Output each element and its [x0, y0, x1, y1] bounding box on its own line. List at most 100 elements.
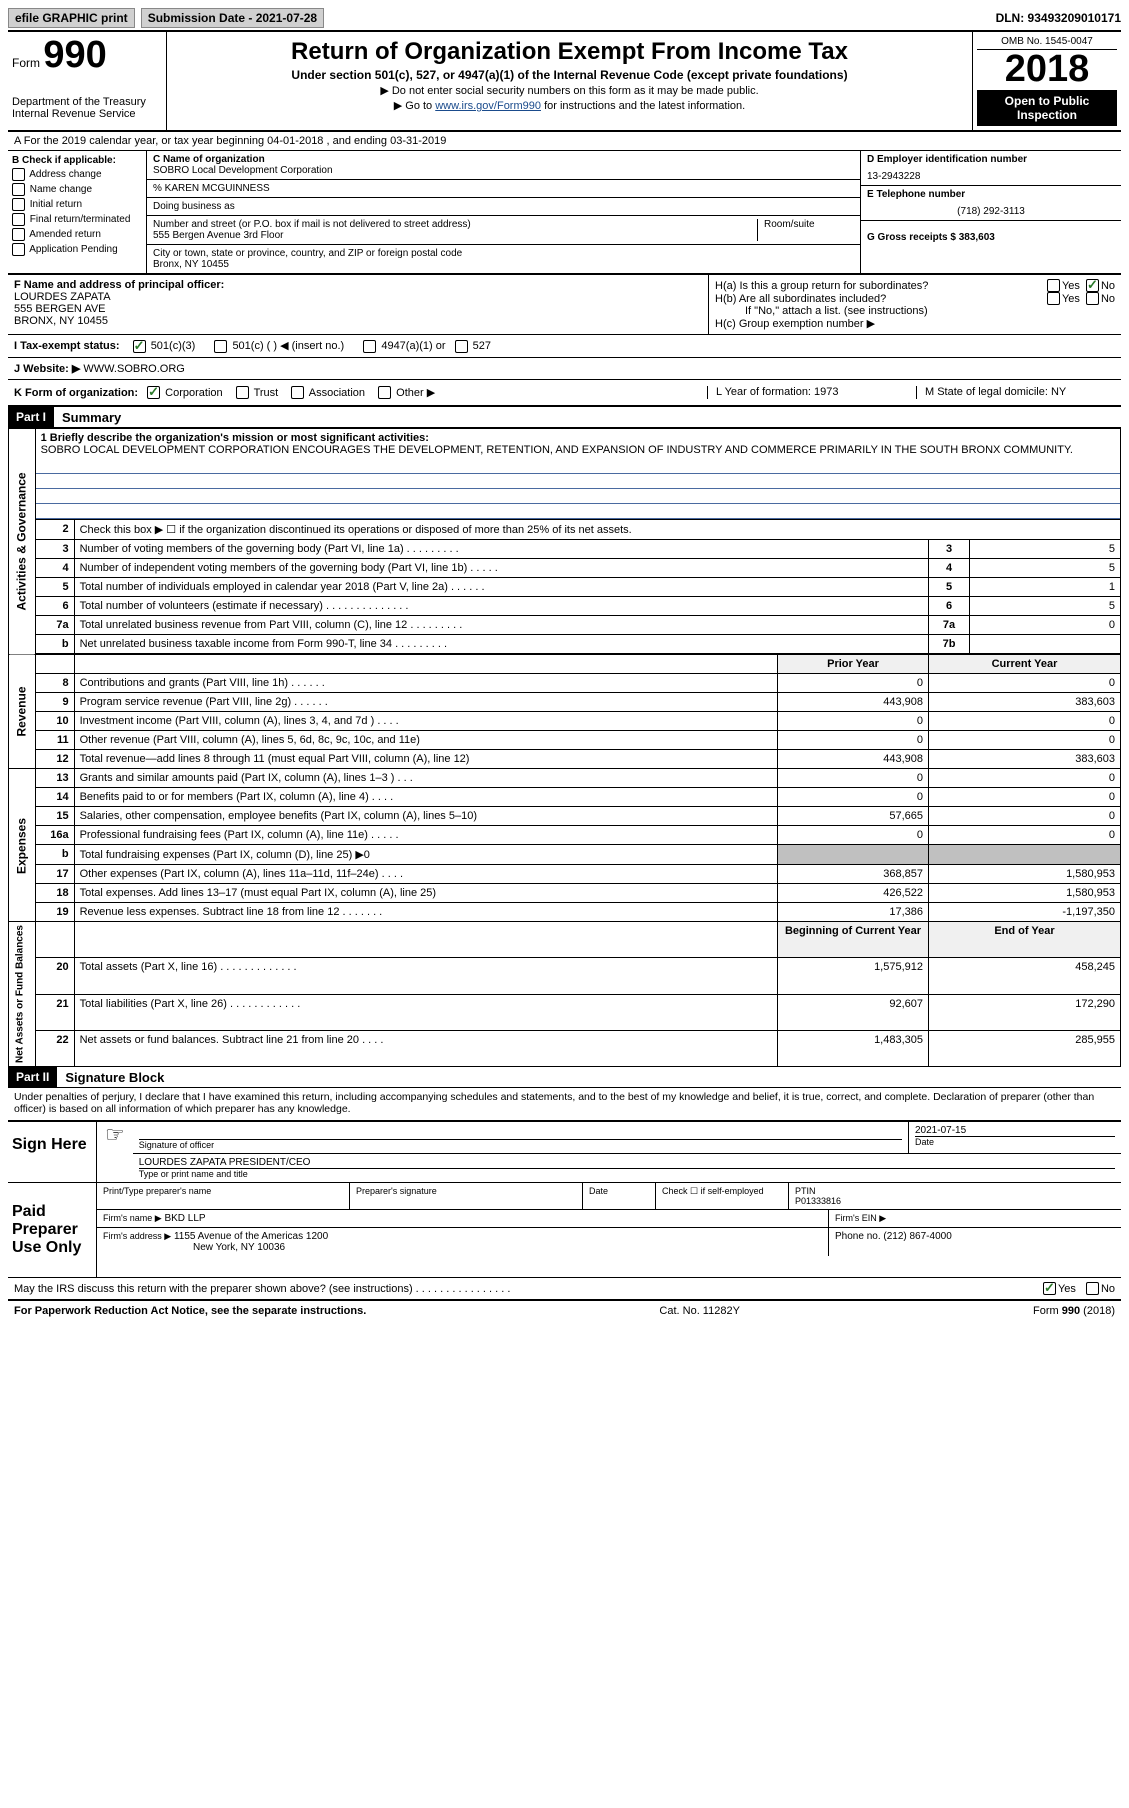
rev-12-curr: 383,603 — [929, 750, 1121, 769]
form-990-page: efile GRAPHIC print Submission Date - 20… — [0, 0, 1129, 1329]
cat-no: Cat. No. 11282Y — [659, 1305, 740, 1317]
check-4947[interactable] — [363, 340, 376, 353]
exp-14-desc: Benefits paid to or for members (Part IX… — [74, 788, 777, 807]
exp-15-curr: 0 — [929, 807, 1121, 826]
gov-3-val: 5 — [970, 540, 1121, 559]
net-20-boy: 1,575,912 — [778, 958, 929, 994]
inspection-label: Open to Public Inspection — [977, 90, 1117, 126]
opt-address-change: Address change — [29, 169, 101, 180]
exp-13-curr: 0 — [929, 769, 1121, 788]
gov-row-5: 5Total number of individuals employed in… — [9, 578, 1121, 597]
gov-7b-val — [970, 635, 1121, 655]
header-left: Form 990 Department of the Treasury Inte… — [8, 32, 167, 130]
check-app-pending[interactable] — [12, 243, 25, 256]
check-self-employed: Check ☐ if self-employed — [656, 1183, 789, 1209]
gov-7b-desc: Net unrelated business taxable income fr… — [74, 635, 928, 655]
exp-15-num: 15 — [35, 807, 74, 826]
check-corporation[interactable] — [147, 386, 160, 399]
firm-addr2: New York, NY 10036 — [193, 1242, 285, 1253]
ha-no-check[interactable] — [1086, 279, 1099, 292]
col-prior-year: Prior Year — [778, 654, 929, 674]
ha-yes-check[interactable] — [1047, 279, 1060, 292]
city-state-zip: Bronx, NY 10455 — [153, 259, 854, 270]
website-value: WWW.SOBRO.ORG — [83, 363, 184, 375]
section-h: H(a) Is this a group return for subordin… — [709, 275, 1121, 334]
hb-no-check[interactable] — [1086, 292, 1099, 305]
discuss-yes-check[interactable] — [1043, 1282, 1056, 1295]
rev-row-12: 12Total revenue—add lines 8 through 11 (… — [9, 750, 1121, 769]
exp-row-18: 18Total expenses. Add lines 13–17 (must … — [9, 884, 1121, 903]
header-center: Return of Organization Exempt From Incom… — [167, 32, 973, 130]
rev-10-num: 10 — [35, 712, 74, 731]
check-501c3[interactable] — [133, 340, 146, 353]
street-address: 555 Bergen Avenue 3rd Floor — [153, 230, 757, 241]
note2-pre: ▶ Go to — [394, 100, 435, 112]
dln-label: DLN: 93493209010171 — [996, 11, 1121, 25]
opt-501c: 501(c) ( ) ◀ (insert no.) — [232, 340, 344, 352]
opt-app-pending: Application Pending — [29, 244, 117, 255]
rev-12-desc: Total revenue—add lines 8 through 11 (mu… — [74, 750, 777, 769]
rev-12-num: 12 — [35, 750, 74, 769]
check-527[interactable] — [455, 340, 468, 353]
mission-line-1 — [36, 459, 1120, 474]
check-trust[interactable] — [236, 386, 249, 399]
exp-13-num: 13 — [35, 769, 74, 788]
exp-16b-desc: Total fundraising expenses (Part IX, col… — [74, 845, 777, 865]
pointer-icon: ☞ — [97, 1122, 133, 1182]
k-label: K Form of organization: — [14, 387, 138, 399]
vlabel-net-assets: Net Assets or Fund Balances — [9, 922, 36, 1067]
footer: For Paperwork Reduction Act Notice, see … — [8, 1300, 1121, 1321]
top-bar: efile GRAPHIC print Submission Date - 20… — [8, 8, 1121, 32]
check-address-change[interactable] — [12, 168, 25, 181]
officer-name: LOURDES ZAPATA — [14, 291, 702, 303]
dept-label: Department of the Treasury — [12, 96, 162, 108]
rev-11-prior: 0 — [778, 731, 929, 750]
exp-18-desc: Total expenses. Add lines 13–17 (must eq… — [74, 884, 777, 903]
section-k: K Form of organization: Corporation Trus… — [8, 380, 1121, 408]
sig-date-value: 2021-07-15 — [915, 1125, 1115, 1136]
check-initial-return[interactable] — [12, 198, 25, 211]
section-i: I Tax-exempt status: 501(c)(3) 501(c) ( … — [8, 335, 1121, 358]
net-22-boy: 1,483,305 — [778, 1030, 929, 1066]
discuss-no-check[interactable] — [1086, 1282, 1099, 1295]
c-name-label: C Name of organization — [153, 154, 854, 165]
gov-7a-val: 0 — [970, 616, 1121, 635]
ha-yes: Yes — [1062, 280, 1080, 292]
check-amended-return[interactable] — [12, 228, 25, 241]
exp-row-17: 17Other expenses (Part IX, column (A), l… — [9, 865, 1121, 884]
hb-yes-check[interactable] — [1047, 292, 1060, 305]
section-f-h: F Name and address of principal officer:… — [8, 275, 1121, 335]
check-501c[interactable] — [214, 340, 227, 353]
efile-button[interactable]: efile GRAPHIC print — [8, 8, 135, 28]
gov-4-desc: Number of independent voting members of … — [74, 559, 928, 578]
rev-10-curr: 0 — [929, 712, 1121, 731]
paperwork-notice: For Paperwork Reduction Act Notice, see … — [14, 1305, 366, 1317]
check-other[interactable] — [378, 386, 391, 399]
gov-7a-num: 7a — [35, 616, 74, 635]
d-label: D Employer identification number — [867, 154, 1115, 165]
exp-13-prior: 0 — [778, 769, 929, 788]
net-21-desc: Total liabilities (Part X, line 26) . . … — [74, 994, 777, 1030]
exp-15-prior: 57,665 — [778, 807, 929, 826]
penalties-text: Under penalties of perjury, I declare th… — [8, 1088, 1121, 1118]
irs-link[interactable]: www.irs.gov/Form990 — [435, 100, 541, 112]
exp-13-desc: Grants and similar amounts paid (Part IX… — [74, 769, 777, 788]
exp-row-16a: 16aProfessional fundraising fees (Part I… — [9, 826, 1121, 845]
check-name-change[interactable] — [12, 183, 25, 196]
care-of: % KAREN MCGUINNESS — [147, 180, 860, 198]
opt-501c3: 501(c)(3) — [151, 340, 196, 352]
dba-label: Doing business as — [147, 198, 860, 216]
exp-17-prior: 368,857 — [778, 865, 929, 884]
firm-ein-label: Firm's EIN ▶ — [829, 1210, 1121, 1227]
rev-9-num: 9 — [35, 693, 74, 712]
gov-5-desc: Total number of individuals employed in … — [74, 578, 928, 597]
ptin-label: PTIN — [795, 1186, 816, 1196]
exp-16b-prior — [778, 845, 929, 865]
submission-date-button[interactable]: Submission Date - 2021-07-28 — [141, 8, 324, 28]
gov-4-num: 4 — [35, 559, 74, 578]
exp-18-curr: 1,580,953 — [929, 884, 1121, 903]
rev-9-prior: 443,908 — [778, 693, 929, 712]
check-association[interactable] — [291, 386, 304, 399]
note2-post: for instructions and the latest informat… — [544, 100, 745, 112]
check-final-return[interactable] — [12, 213, 25, 226]
